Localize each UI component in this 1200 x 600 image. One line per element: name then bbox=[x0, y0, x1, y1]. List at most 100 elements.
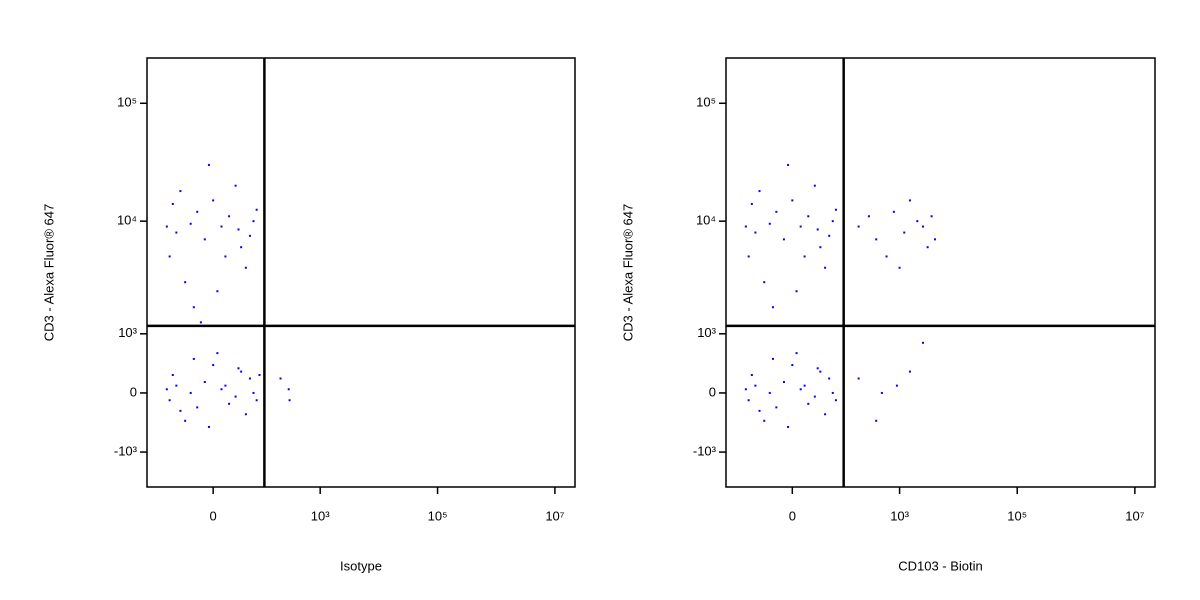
data-point bbox=[179, 409, 182, 412]
y-tick-label: 10³ bbox=[697, 325, 716, 340]
data-point bbox=[189, 222, 192, 225]
data-point bbox=[175, 231, 178, 234]
data-point bbox=[831, 220, 834, 223]
y-tick-label: 0 bbox=[130, 384, 137, 399]
x-tick-label: 0 bbox=[789, 508, 796, 523]
data-point bbox=[750, 202, 753, 205]
data-point bbox=[234, 184, 237, 187]
data-point bbox=[921, 225, 924, 228]
data-point bbox=[824, 266, 827, 269]
data-point bbox=[255, 399, 258, 402]
data-point bbox=[834, 399, 837, 402]
data-point bbox=[750, 374, 753, 377]
data-point bbox=[921, 341, 924, 344]
data-point bbox=[212, 364, 215, 367]
data-point bbox=[224, 384, 227, 387]
data-point bbox=[834, 208, 837, 211]
data-point bbox=[916, 220, 919, 223]
data-point bbox=[857, 377, 860, 380]
data-point bbox=[288, 399, 291, 402]
plot-frame bbox=[146, 57, 576, 488]
data-point bbox=[933, 238, 936, 241]
data-point bbox=[184, 281, 187, 284]
x-tick-label: 10⁷ bbox=[545, 508, 564, 523]
x-tick-label: 10⁵ bbox=[1007, 508, 1027, 523]
data-point bbox=[898, 266, 901, 269]
data-point bbox=[747, 399, 750, 402]
data-point bbox=[813, 184, 816, 187]
data-point bbox=[782, 381, 785, 384]
data-point bbox=[875, 238, 878, 241]
data-point bbox=[819, 370, 822, 373]
data-point bbox=[799, 388, 802, 391]
data-point bbox=[771, 357, 774, 360]
data-point bbox=[192, 306, 195, 309]
data-point bbox=[228, 402, 231, 405]
data-point bbox=[771, 306, 774, 309]
data-point bbox=[824, 413, 827, 416]
data-point bbox=[184, 419, 187, 422]
x-tick-label: 10³ bbox=[311, 508, 330, 523]
data-point bbox=[885, 255, 888, 258]
data-point bbox=[795, 352, 798, 355]
data-point bbox=[228, 215, 231, 218]
plot-frame bbox=[725, 57, 1156, 488]
x-tick-label: 10³ bbox=[890, 508, 909, 523]
data-point bbox=[252, 391, 255, 394]
data-point bbox=[248, 377, 251, 380]
data-point bbox=[908, 370, 911, 373]
data-point bbox=[252, 220, 255, 223]
data-point bbox=[768, 222, 771, 225]
data-point bbox=[240, 370, 243, 373]
data-point bbox=[165, 388, 168, 391]
data-point bbox=[867, 215, 870, 218]
data-point bbox=[803, 255, 806, 258]
data-point bbox=[216, 290, 219, 293]
x-axis-label: CD103 - Biotin bbox=[898, 558, 983, 573]
data-point bbox=[196, 406, 199, 409]
x-tick-label: 10⁵ bbox=[428, 508, 448, 523]
data-point bbox=[754, 231, 757, 234]
data-point bbox=[768, 391, 771, 394]
data-point bbox=[168, 255, 171, 258]
y-tick-label: -10³ bbox=[693, 444, 717, 459]
data-point bbox=[782, 238, 785, 241]
data-point bbox=[754, 384, 757, 387]
data-point bbox=[234, 395, 237, 398]
data-point bbox=[795, 290, 798, 293]
y-axis-label: CD3 - Alexa Fluor® 647 bbox=[620, 204, 635, 341]
data-point bbox=[171, 374, 174, 377]
data-point bbox=[892, 210, 895, 213]
data-point bbox=[207, 163, 210, 166]
data-point bbox=[258, 374, 261, 377]
data-point bbox=[807, 402, 810, 405]
data-point bbox=[747, 255, 750, 258]
y-tick-label: 10⁵ bbox=[696, 95, 716, 110]
data-point bbox=[803, 384, 806, 387]
data-point bbox=[875, 419, 878, 422]
data-point bbox=[237, 367, 240, 370]
data-point bbox=[903, 231, 906, 234]
data-point bbox=[220, 225, 223, 228]
data-point bbox=[791, 199, 794, 202]
data-point bbox=[926, 246, 929, 249]
data-point bbox=[168, 399, 171, 402]
data-point bbox=[216, 352, 219, 355]
y-tick-label: 10⁵ bbox=[117, 95, 137, 110]
data-point bbox=[207, 425, 210, 428]
data-point bbox=[744, 225, 747, 228]
data-point bbox=[171, 202, 174, 205]
data-point bbox=[212, 199, 215, 202]
x-tick-label: 0 bbox=[210, 508, 217, 523]
data-point bbox=[165, 225, 168, 228]
data-point bbox=[189, 391, 192, 394]
data-point bbox=[880, 391, 883, 394]
y-tick-label: 0 bbox=[709, 384, 716, 399]
data-point bbox=[816, 228, 819, 231]
data-point bbox=[775, 210, 778, 213]
data-point bbox=[908, 199, 911, 202]
data-point bbox=[816, 367, 819, 370]
y-tick-label: 10³ bbox=[118, 325, 137, 340]
data-point bbox=[287, 388, 290, 391]
data-point bbox=[831, 391, 834, 394]
